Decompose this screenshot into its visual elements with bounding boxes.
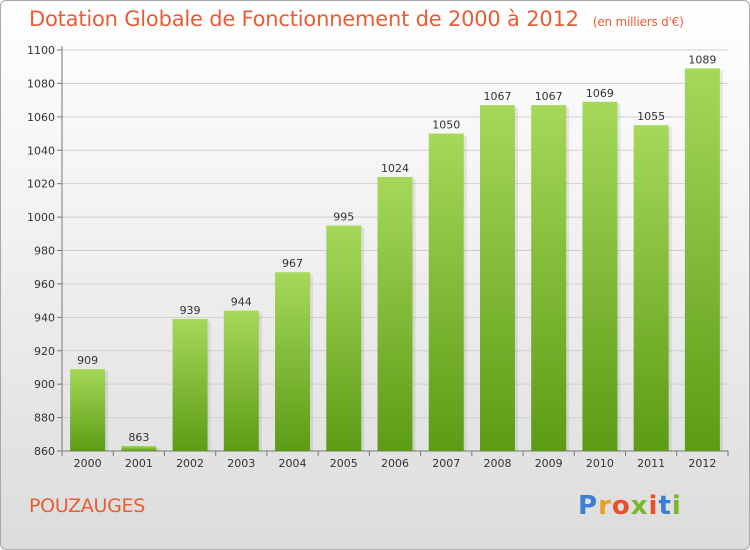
y-tick-label: 860 (34, 445, 55, 458)
y-tick-label: 940 (34, 311, 55, 324)
x-tick-label: 2008 (483, 457, 511, 470)
bar (275, 272, 311, 451)
commune-name: POUZAUGES (29, 495, 145, 517)
y-tick-label: 1100 (27, 44, 55, 57)
data-label: 1055 (637, 110, 665, 123)
y-tick-label: 880 (34, 412, 55, 425)
x-tick-labels: 2000 2001 2002 2003 2004 2005 2006 2007 2008 2009… (61, 451, 729, 470)
logo-letter: r (598, 491, 612, 521)
data-label: 1067 (535, 90, 563, 103)
bar (172, 319, 208, 451)
y-tick-label: 1000 (27, 211, 55, 224)
bar (531, 105, 567, 451)
chart-title-main: Dotation Globale de Fonctionnement de 20… (29, 7, 579, 31)
bar (479, 105, 515, 451)
chart-title-unit: (en milliers d'€) (592, 15, 684, 29)
data-labels: 909 863 939 944 967 995 1024 1050 1067 1067 1069 10… (77, 53, 716, 444)
y-tick-label: 980 (34, 245, 55, 258)
y-tick-labels: 860 880 900 920 940 960 980 1000 1020 1040 1060 108… (27, 44, 62, 458)
y-tick-label: 1040 (27, 144, 55, 157)
x-tick-label: 2007 (432, 457, 460, 470)
bars (70, 68, 723, 452)
logo-letter: o (611, 491, 631, 521)
chart-title: Dotation Globale de Fonctionnement de 20… (29, 7, 684, 31)
y-tick-label: 920 (34, 345, 55, 358)
bar (633, 125, 669, 451)
y-tick-label: 900 (34, 378, 55, 391)
y-tick-label: 1020 (27, 178, 55, 191)
y-tick-label: 1060 (27, 111, 55, 124)
data-label: 1024 (381, 162, 409, 175)
x-tick-label: 2009 (535, 457, 563, 470)
bar (326, 225, 362, 451)
x-tick-label: 2005 (330, 457, 358, 470)
y-tick-label: 1080 (27, 77, 55, 90)
data-label: 995 (333, 210, 354, 223)
data-label: 944 (231, 296, 252, 309)
x-tick-label: 2010 (586, 457, 614, 470)
data-label: 1050 (432, 119, 460, 132)
logo-letter: P (578, 491, 599, 521)
bar (582, 101, 618, 451)
x-tick-label: 2002 (176, 457, 204, 470)
bar (377, 176, 413, 451)
bar (70, 369, 106, 451)
data-label: 1089 (688, 53, 716, 66)
x-tick-label: 2006 (381, 457, 409, 470)
y-tick-label: 960 (34, 278, 55, 291)
logo-letter: x (630, 491, 649, 521)
data-label: 1067 (483, 90, 511, 103)
data-label: 909 (77, 354, 98, 367)
x-tick-label: 2003 (227, 457, 255, 470)
data-label: 1069 (586, 87, 614, 100)
logo-letter: t (658, 491, 672, 521)
x-tick-label: 2000 (74, 457, 102, 470)
x-tick-label: 2012 (688, 457, 716, 470)
bar (684, 68, 720, 452)
logo-letter: i (648, 491, 659, 521)
logo-letter: i (671, 491, 682, 521)
data-label: 863 (128, 431, 149, 444)
x-tick-label: 2001 (125, 457, 153, 470)
bar (121, 445, 157, 451)
bar (223, 310, 259, 451)
x-tick-label: 2004 (279, 457, 307, 470)
bar (428, 133, 464, 451)
data-label: 967 (282, 257, 303, 270)
data-label: 939 (180, 304, 201, 317)
x-tick-label: 2011 (637, 457, 665, 470)
proxiti-logo: Proxiti (578, 491, 682, 521)
